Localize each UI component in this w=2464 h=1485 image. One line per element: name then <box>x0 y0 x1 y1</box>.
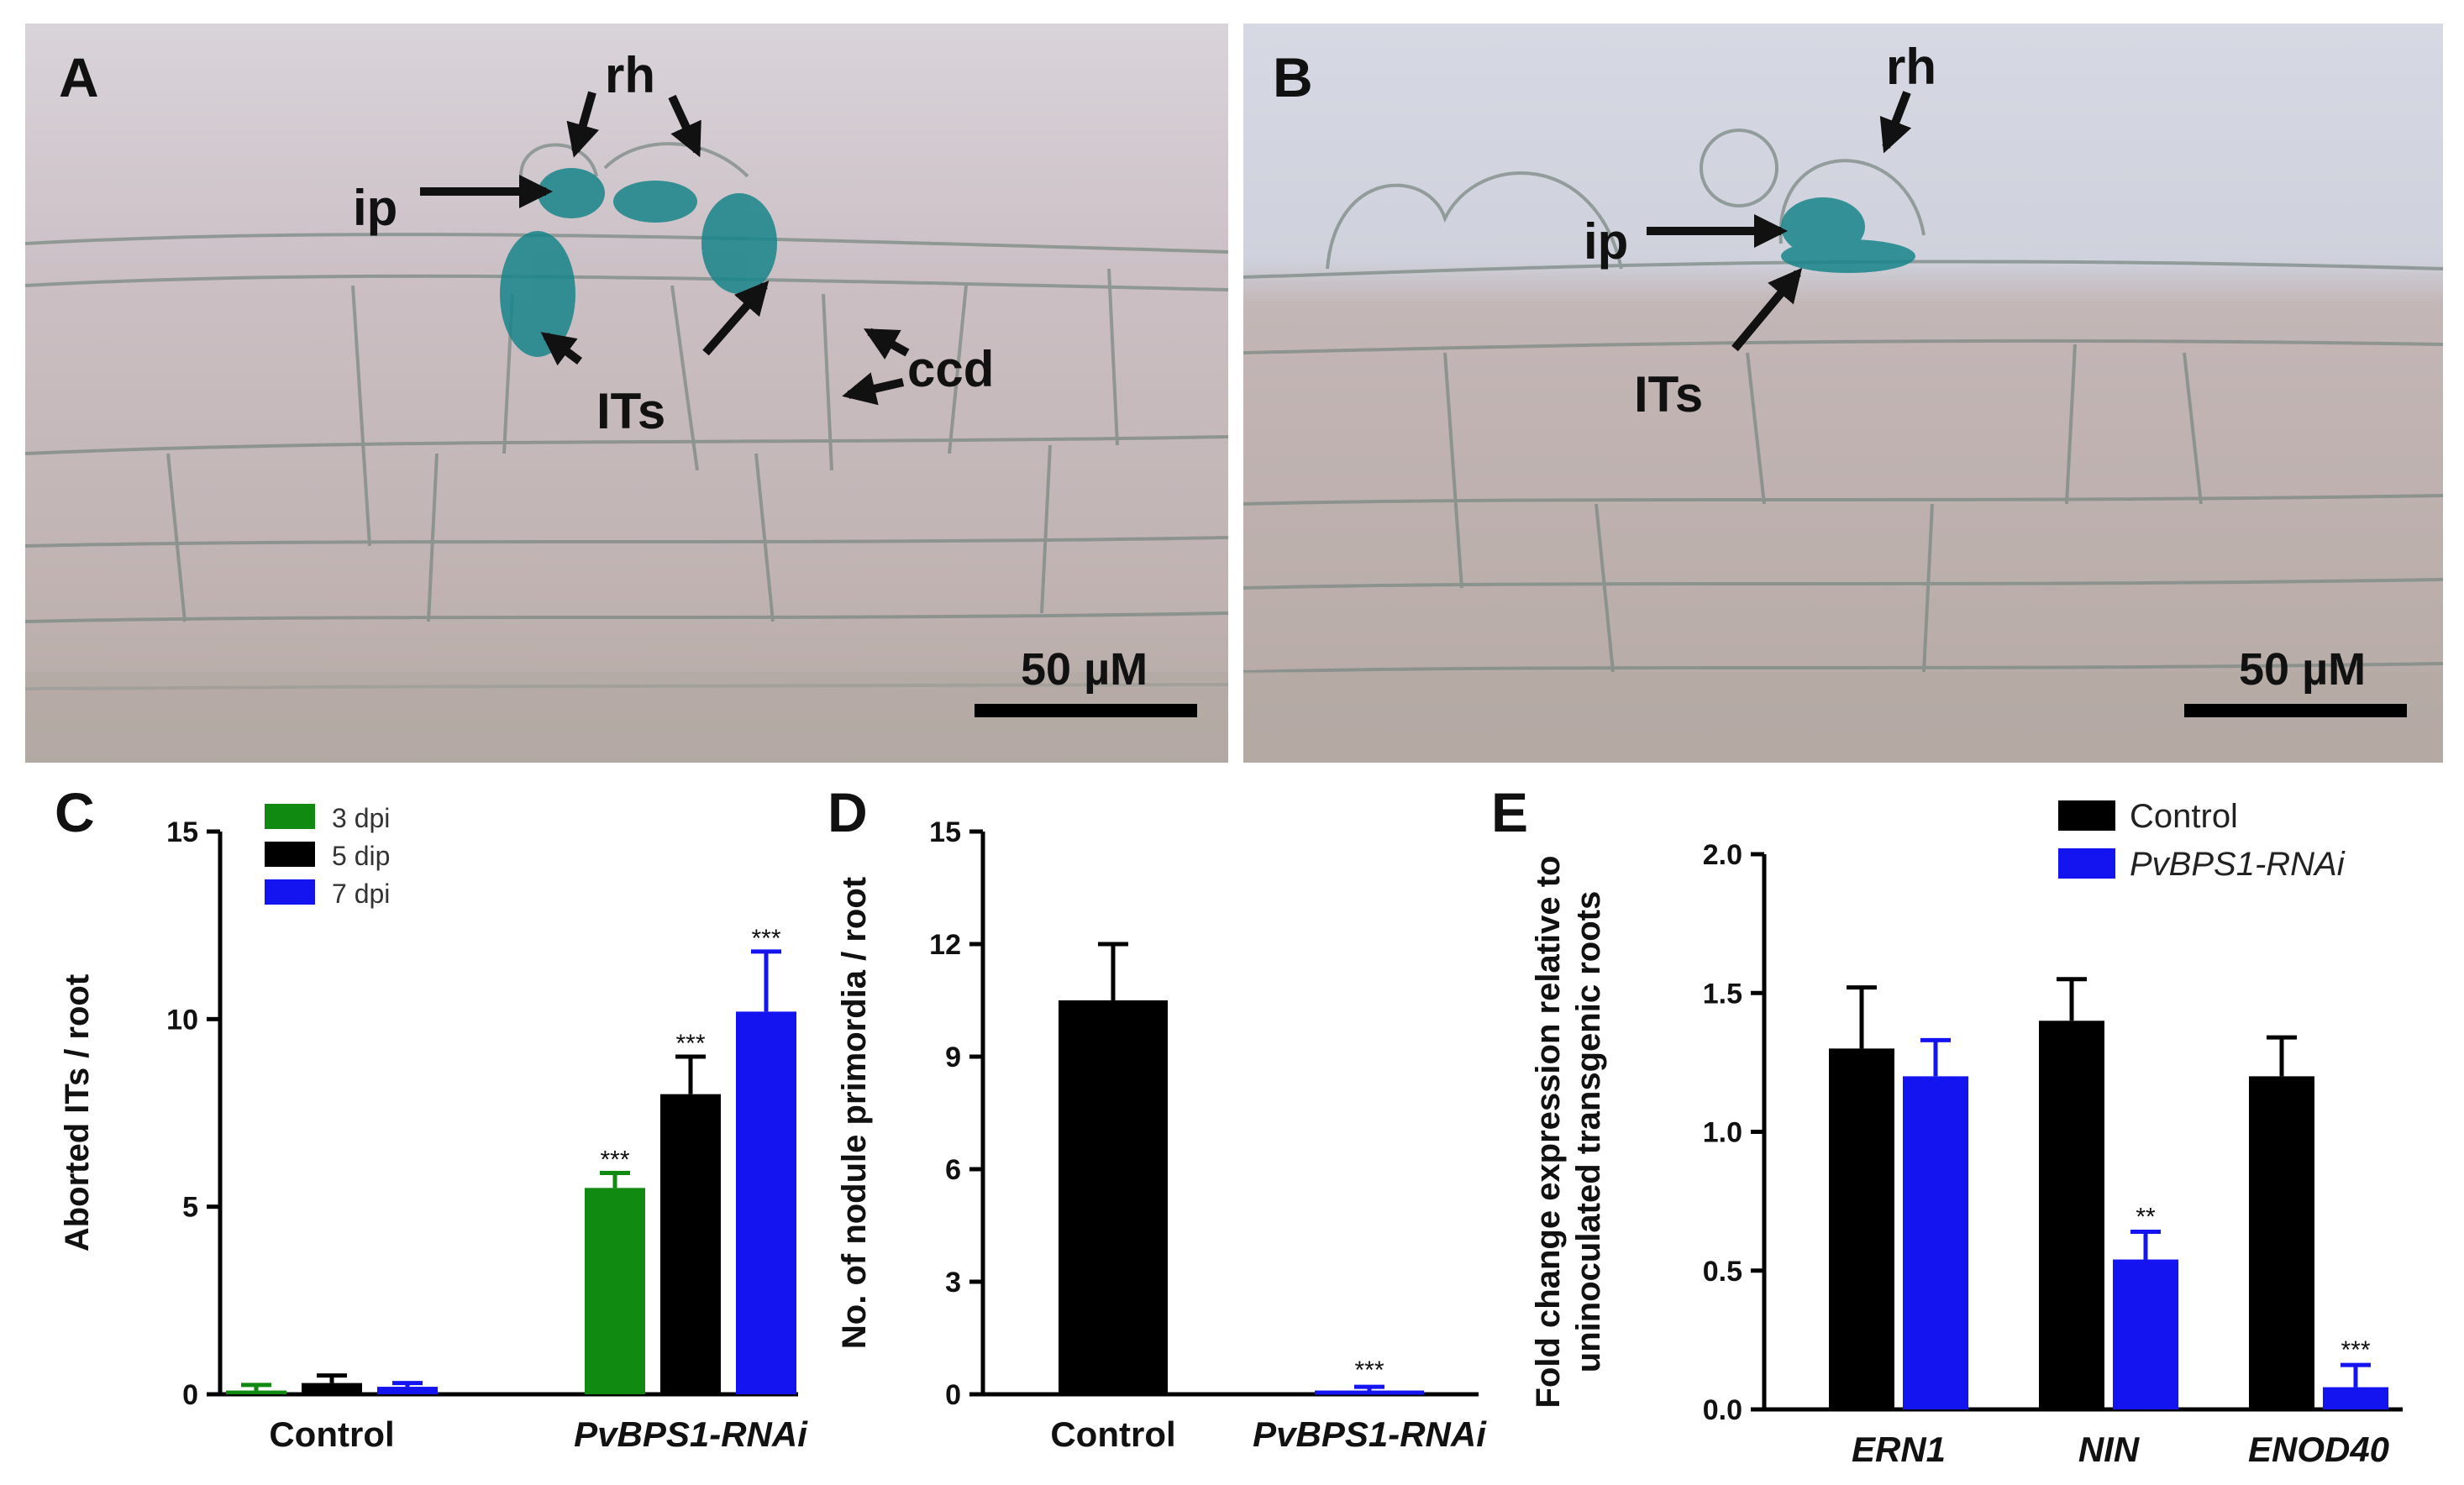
x-category-label: ENOD40 <box>2248 1430 2389 1469</box>
panel-b-cell-walls <box>1243 129 2444 674</box>
panel-a-scale-text: 50 µM <box>1021 644 1148 695</box>
arrow-ccd-2 <box>842 372 905 406</box>
bar-3-dpi <box>226 1390 286 1394</box>
y-axis-label-line: uninoculated transgenic roots <box>1570 891 1607 1372</box>
significance-label: *** <box>2341 1336 2370 1364</box>
y-tick-label: 1.0 <box>1703 1117 1742 1149</box>
bar-PvBPS1-RNAi <box>2323 1387 2388 1409</box>
x-category-label: Control <box>1050 1414 1175 1454</box>
bar-3-dpi <box>585 1188 645 1394</box>
arrow-its-2 <box>702 280 770 356</box>
significance-label: *** <box>751 925 780 952</box>
panel-b-blue-stain <box>1781 197 1915 273</box>
y-tick-label: 12 <box>929 929 961 961</box>
panel-a-label-ccd: ccd <box>907 341 994 397</box>
y-tick-label: 5 <box>182 1192 198 1224</box>
x-category-label: PvBPS1-RNAi <box>574 1414 808 1454</box>
y-axis-label: Aborted ITs / root <box>59 974 96 1251</box>
y-tick-label: 0.0 <box>1703 1394 1742 1426</box>
arrow-its-1 <box>540 332 582 366</box>
y-tick-label: 2.0 <box>1703 839 1742 871</box>
x-category-label: Control <box>269 1414 394 1454</box>
y-axis-label: No. of nodule primordia / root <box>836 877 873 1349</box>
panel-e-letter: E <box>1491 781 1528 843</box>
significance-label: *** <box>1354 1356 1384 1384</box>
bar <box>1059 1000 1168 1394</box>
bar-PvBPS1-RNAi <box>2113 1259 2178 1409</box>
significance-label: *** <box>600 1146 629 1173</box>
panel-a-scale-bar <box>975 704 1197 717</box>
panel-b-label-rh: rh <box>1886 39 1936 95</box>
chart-c: 0 5 10 15 Control PvBPS1-RNAi Aborted ITs / ro… <box>59 803 808 1454</box>
bar-Control <box>2249 1076 2314 1409</box>
panel-a-letter: A <box>59 46 99 108</box>
panel-b-scale-bar <box>2184 704 2407 717</box>
arrow-its <box>1731 267 1803 352</box>
x-category-label: NIN <box>2078 1430 2141 1469</box>
legend-label: Control <box>2130 798 2238 835</box>
bar <box>1315 1390 1424 1395</box>
y-tick-label: 15 <box>166 816 198 848</box>
legend-swatch <box>265 879 315 905</box>
legend-swatch <box>2058 800 2115 831</box>
bar-Control <box>1829 1048 1894 1409</box>
significance-label: ** <box>2136 1203 2156 1231</box>
y-tick-label: 1.5 <box>1703 978 1742 1010</box>
legend-swatch <box>265 842 315 867</box>
y-tick-label: 9 <box>945 1042 961 1073</box>
panel-a-blue-stain <box>500 168 777 357</box>
chart-d: 0 3 6 9 12 15 Control PvBPS1-RNAi No. of nodule … <box>836 816 1487 1454</box>
panel-c-letter: C <box>55 781 95 843</box>
panel-b-scale-text: 50 µM <box>2239 644 2366 695</box>
panel-a-arrows <box>420 91 910 406</box>
arrow-rh <box>1879 91 1912 154</box>
panel-b-micrograph <box>1243 24 2443 763</box>
legend-swatch <box>2058 848 2115 879</box>
y-tick-label: 0.5 <box>1703 1256 1742 1288</box>
bar-5-dip <box>660 1094 721 1394</box>
legend-label: PvBPS1-RNAi <box>2130 846 2346 883</box>
significance-label: *** <box>675 1030 705 1057</box>
arrow-rh-2 <box>668 94 701 158</box>
bar-5-dip <box>302 1383 362 1394</box>
x-category-label: ERN1 <box>1852 1430 1946 1469</box>
y-axis-label-line: Fold change expression relative to <box>1530 856 1567 1409</box>
arrow-rh-1 <box>566 91 600 158</box>
bar-7-dpi <box>377 1387 438 1394</box>
legend-swatch <box>265 804 315 829</box>
panel-d-letter: D <box>827 781 868 843</box>
panel-b-label-ip: ip <box>1584 213 1628 270</box>
y-tick-label: 15 <box>929 816 961 848</box>
bar-7-dpi <box>736 1011 796 1394</box>
bar-Control <box>2039 1021 2104 1409</box>
y-tick-label: 0 <box>182 1379 198 1411</box>
y-tick-label: 6 <box>945 1154 961 1186</box>
panel-a-label-ip: ip <box>353 180 397 236</box>
legend-label: 3 dpi <box>332 803 390 833</box>
x-category-label: PvBPS1-RNAi <box>1253 1414 1487 1454</box>
y-tick-label: 10 <box>166 1004 198 1036</box>
panel-a-label-its: ITs <box>596 383 665 439</box>
chart-e: 0.0 0.5 1.0 1.5 2.0 ERN1 NIN ENOD40 Fold change … <box>1530 798 2403 1469</box>
bar-PvBPS1-RNAi <box>1903 1076 1968 1409</box>
panel-a-label-rh: rh <box>605 47 655 103</box>
panel-b-arrows <box>1647 91 1912 352</box>
y-tick-label: 3 <box>945 1267 961 1299</box>
panel-b-label-its: ITs <box>1634 366 1703 422</box>
arrow-ccd-1 <box>864 328 910 360</box>
panel-b-letter: B <box>1273 46 1313 108</box>
panel-a-micrograph <box>25 24 1228 763</box>
panel-b <box>1243 24 2444 763</box>
legend-label: 7 dpi <box>332 879 390 909</box>
y-tick-label: 0 <box>945 1379 961 1411</box>
legend-label: 5 dip <box>332 841 390 871</box>
